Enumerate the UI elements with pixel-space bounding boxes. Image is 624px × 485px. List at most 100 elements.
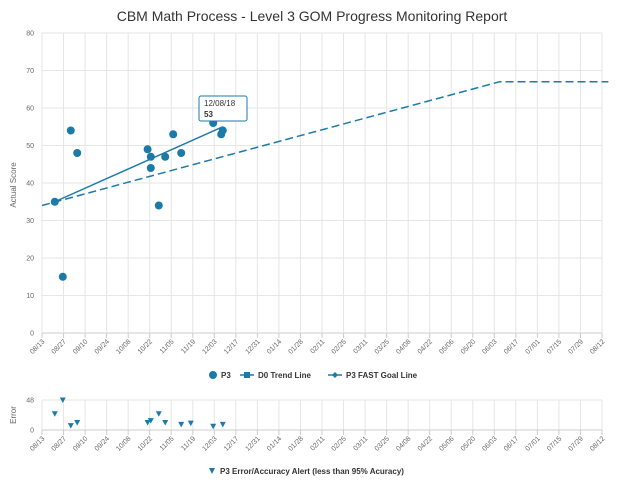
error-x-tick-label: 01/28 [288, 435, 305, 452]
goal-line-path [41, 81, 609, 207]
main-grid [41, 32, 603, 334]
score-point [66, 126, 75, 135]
y-tick-label: 20 [26, 256, 34, 263]
error-x-tick-label: 05/20 [460, 435, 477, 452]
x-tick-label: 12/31 [244, 338, 261, 355]
error-x-tick-label: 10/22 [137, 435, 154, 452]
error-x-tick-label: 08/27 [51, 435, 68, 452]
legend-label-goal: P3 FAST Goal Line [346, 371, 418, 380]
score-point [218, 126, 227, 135]
error-x-tick-label: 02/25 [331, 435, 348, 452]
x-tick-label: 06/17 [503, 338, 520, 355]
error-x-tick-label: 04/08 [395, 435, 412, 452]
x-tick-label: 01/14 [266, 338, 283, 355]
x-tick-label: 12/17 [223, 338, 240, 355]
error-point [155, 411, 162, 417]
error-point [210, 423, 217, 430]
legend-marker-p3 [209, 371, 217, 379]
error-x-tick-label: 08/13 [29, 435, 46, 452]
error-x-tick-label: 07/15 [546, 435, 563, 452]
x-tick-label: 05/20 [460, 338, 477, 355]
score-point [154, 201, 163, 210]
error-x-tick-label: 03/25 [374, 435, 391, 452]
error-x-tick-label: 08/12 [589, 435, 606, 452]
x-tick-label: 08/13 [29, 338, 46, 355]
error-legend-marker [209, 468, 215, 474]
x-tick-label: 09/24 [94, 338, 111, 355]
x-tick-label: 12/03 [201, 338, 218, 355]
score-points [50, 119, 227, 281]
trend-line-path [54, 126, 224, 203]
score-point [73, 149, 82, 157]
error-x-tick-label: 07/29 [568, 435, 585, 452]
y-tick-label: 50 [26, 143, 34, 150]
x-tick-label: 04/22 [417, 338, 434, 355]
score-point [146, 152, 155, 161]
error-x-tick-label: 01/14 [266, 435, 283, 452]
y-axis-title: Actual Score [9, 162, 18, 208]
x-tick-label: 09/10 [72, 338, 89, 355]
score-point [50, 197, 59, 206]
error-x-tick-label: 12/03 [201, 435, 218, 452]
error-y-axis-title: Error [9, 406, 18, 424]
x-tick-label: 01/28 [288, 338, 305, 355]
error-point [187, 420, 194, 427]
score-point [146, 164, 155, 172]
x-tick-label: 07/15 [546, 338, 563, 355]
error-x-tick-label: 04/22 [417, 435, 434, 452]
x-tick-label: 10/08 [115, 338, 132, 355]
legend-label-p3: P3 [221, 371, 231, 380]
chart-title: CBM Math Process - Level 3 GOM Progress … [116, 8, 508, 24]
error-x-tick-label: 07/01 [524, 435, 541, 452]
x-tick-label: 07/29 [568, 338, 585, 355]
x-tick-label: 05/06 [438, 338, 455, 355]
x-tick-label: 04/08 [395, 338, 412, 355]
error-x-tick-label: 06/03 [481, 435, 498, 452]
error-x-tick-label: 11/05 [159, 435, 176, 452]
error-x-tick-label: 09/10 [72, 435, 89, 452]
tooltip-box [198, 95, 248, 122]
score-point [177, 149, 186, 157]
error-x-tick-label: 05/06 [438, 435, 455, 452]
y-tick-label: 40 [26, 181, 34, 188]
error-point [144, 420, 151, 426]
tooltip-date: 12/08/18 [204, 99, 236, 108]
x-tick-label: 11/19 [180, 338, 197, 355]
error-x-tick-label: 06/17 [503, 435, 520, 452]
y-tick-label: 80 [26, 31, 34, 38]
goal-line-series [41, 81, 609, 207]
y-tick-label: 70 [26, 68, 34, 75]
score-point [58, 272, 67, 281]
x-tick-label: 10/22 [137, 338, 154, 355]
score-point [169, 130, 178, 139]
error-legend-label: P3 Error/Accuracy Alert (less than 95% A… [220, 467, 404, 476]
error-x-tick-label: 12/31 [244, 435, 261, 452]
score-point [143, 145, 152, 154]
error-x-tick-label: 03/11 [353, 435, 370, 452]
legend-marker-trend [244, 372, 250, 378]
error-y-tick-label: 0 [30, 428, 34, 435]
error-point [219, 421, 226, 428]
error-axes: 08/13 08/27 09/10 09/24 10/08 10/22 11/05 11/19… [26, 398, 606, 453]
error-legend: P3 Error/Accuracy Alert (less than 95% A… [209, 467, 404, 476]
y-tick-label: 60 [26, 106, 34, 113]
error-point [162, 420, 169, 426]
x-tick-label: 11/05 [159, 338, 176, 355]
error-x-tick-label: 10/08 [115, 435, 132, 452]
error-point [67, 423, 74, 429]
tooltip-value: 53 [204, 110, 213, 119]
legend-marker-goal [332, 372, 338, 378]
error-grid [41, 399, 603, 431]
y-tick-label: 30 [26, 218, 34, 225]
x-tick-label: 08/12 [589, 338, 606, 355]
error-y-tick-label: 48 [26, 398, 34, 405]
x-tick-label: 02/11 [309, 338, 326, 355]
trend-line-series [54, 126, 224, 203]
error-point [147, 418, 154, 424]
error-x-tick-label: 02/11 [309, 435, 326, 452]
error-x-tick-label: 09/24 [94, 435, 111, 452]
x-tick-label: 02/25 [331, 338, 348, 355]
error-point [51, 411, 58, 417]
